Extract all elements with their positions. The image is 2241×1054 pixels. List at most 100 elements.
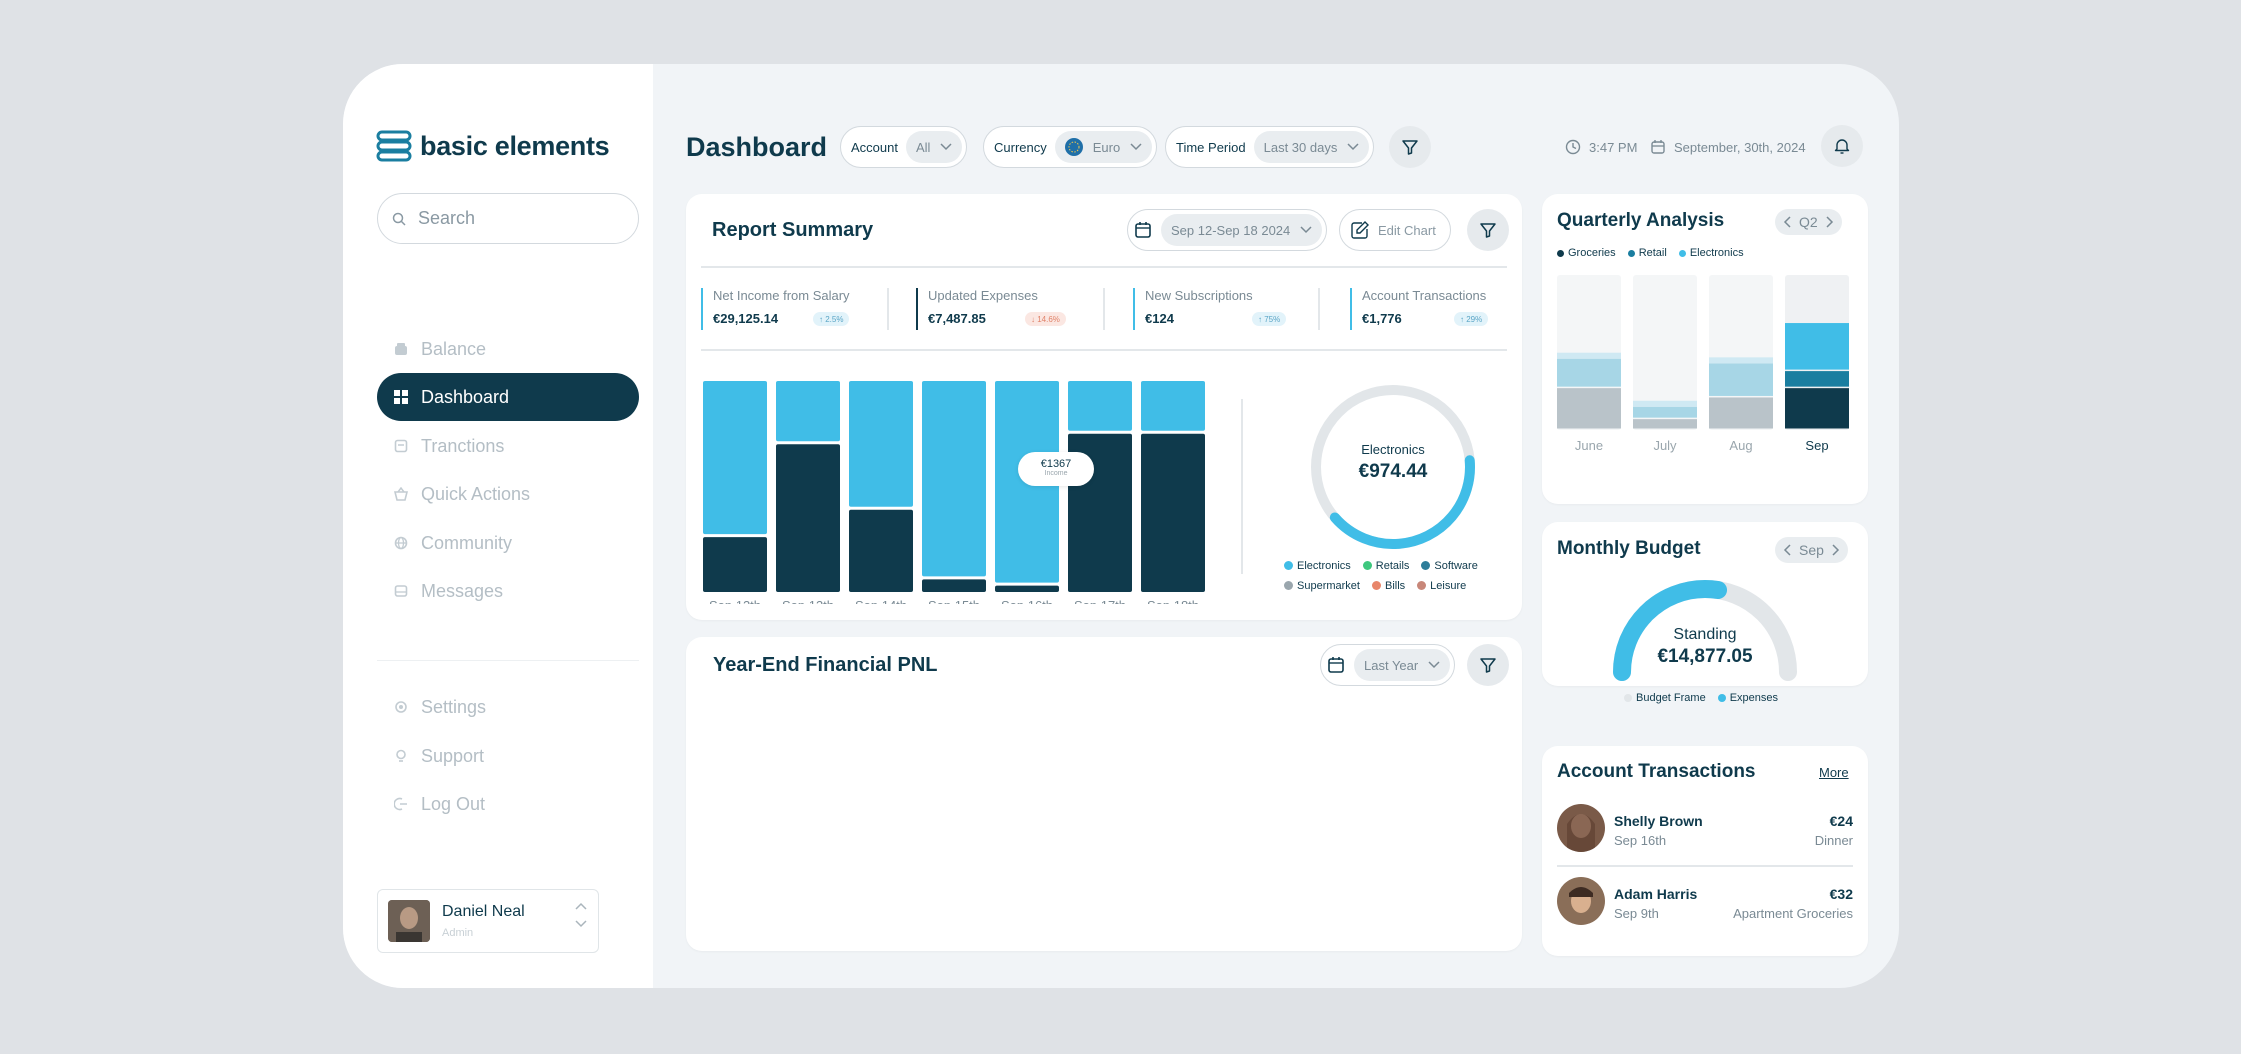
transaction-row[interactable]: Adam Harris Sep 9th €32 Apartment Grocer… <box>1557 877 1853 933</box>
stat-value: €29,125.14 <box>713 311 779 326</box>
edit-icon <box>1351 221 1369 239</box>
page-title: Dashboard <box>686 132 828 162</box>
current-time: 3:47 PM <box>1565 139 1637 155</box>
logout-icon <box>393 796 409 812</box>
time-period-filter[interactable]: Time Period Last 30 days <box>1165 126 1375 168</box>
bar-segment-extra <box>1557 352 1621 359</box>
report-filter-button[interactable] <box>1467 209 1509 251</box>
more-link[interactable]: More <box>1819 765 1849 780</box>
budget-center: Standing €14,877.05 <box>1640 626 1770 668</box>
bar-segment-dark <box>922 579 986 592</box>
sidebar-item-label: Tranctions <box>421 435 505 456</box>
sidebar-item-balance[interactable]: Balance <box>377 325 639 373</box>
account-transactions-card <box>1542 746 1868 956</box>
search-input[interactable] <box>418 208 618 229</box>
sidebar-item-label: Balance <box>421 338 487 359</box>
notifications-button[interactable] <box>1821 125 1863 167</box>
legend-text: Supermarket <box>1297 580 1360 592</box>
search-box[interactable] <box>377 193 639 244</box>
legend-software: Software <box>1421 560 1478 572</box>
chevron-right-icon[interactable] <box>1832 544 1840 556</box>
stat-label: New Subscriptions <box>1145 288 1253 303</box>
period-value-text: Last 30 days <box>1263 139 1338 155</box>
currency-filter[interactable]: Currency Euro <box>983 126 1158 168</box>
gear-icon <box>393 699 409 715</box>
stat-subscriptions: New Subscriptions €124 ↑ 75% <box>1133 288 1287 330</box>
transaction-date: Sep 16th <box>1614 833 1667 848</box>
calendar-icon <box>1328 657 1344 673</box>
bar-segment <box>1557 358 1621 387</box>
stat-separator <box>1318 288 1320 330</box>
legend-text: Retail <box>1638 247 1667 259</box>
legend-text: Leisure <box>1430 580 1467 592</box>
legend-dot <box>1371 581 1381 590</box>
globe-icon <box>393 535 409 551</box>
report-divider-bottom <box>701 349 1507 351</box>
legend-dot <box>1624 694 1632 702</box>
stat-label: Updated Expenses <box>928 288 1038 303</box>
weekly-bar-chart: Sep 12th Sep 13th Sep 14th Sep 15th Sep 16th… <box>703 381 1205 604</box>
sidebar-item-dashboard[interactable]: Dashboard <box>377 373 639 421</box>
tooltip-label: Income <box>1044 470 1068 477</box>
stat-separator <box>1103 288 1105 330</box>
chevron-up-icon <box>575 902 587 910</box>
logo-icon <box>376 130 412 162</box>
bar-segment-light <box>1141 381 1205 431</box>
sidebar-item-messages[interactable]: Messages <box>377 567 639 615</box>
legend-text: Software <box>1434 560 1478 572</box>
account-filter-label: Account <box>851 139 898 155</box>
currency-filter-value[interactable]: Euro <box>1054 131 1153 163</box>
user-card[interactable]: Daniel Neal Admin <box>377 889 599 953</box>
sidebar-item-quick-actions[interactable]: Quick Actions <box>377 470 639 518</box>
edit-chart-button[interactable]: Edit Chart <box>1339 209 1451 251</box>
sidebar-item-support[interactable]: Support <box>377 732 639 780</box>
eu-flag-icon <box>1064 138 1083 156</box>
sidebar-item-logout[interactable]: Log Out <box>377 780 639 828</box>
account-filter-value[interactable]: All <box>905 131 963 163</box>
transaction-divider <box>1557 865 1853 867</box>
pnl-filter-button[interactable] <box>1467 644 1509 686</box>
legend-dot <box>1557 250 1564 257</box>
sidebar-item-settings[interactable]: Settings <box>377 683 639 731</box>
budget-gauge <box>1613 580 1797 681</box>
chevron-left-icon[interactable] <box>1783 216 1791 228</box>
pnl-card <box>686 637 1522 951</box>
sidebar-item-label: Settings <box>421 696 487 717</box>
chevron-down-icon <box>575 920 587 928</box>
transaction-amount: €24 <box>1829 813 1853 829</box>
filter-button[interactable] <box>1389 126 1431 168</box>
legend-electronics: Electronics <box>1284 560 1351 572</box>
budget-month-value: Sep <box>1799 542 1824 558</box>
x-tick-label: Sep 12th <box>709 598 761 604</box>
date-range-value: Sep 12-Sep 18 2024 <box>1161 214 1323 246</box>
budget-month-selector[interactable]: Sep <box>1775 537 1848 563</box>
chevron-down-icon <box>940 143 952 151</box>
clock-icon <box>1565 139 1581 155</box>
bar-frame <box>1633 275 1697 430</box>
sidebar-item-transactions[interactable]: Tranctions <box>377 422 639 470</box>
legend-text: Electronics <box>1297 560 1351 572</box>
bar-segment-dark <box>703 537 767 592</box>
basket-icon <box>393 486 409 502</box>
legend-text: Groceries <box>1568 247 1616 259</box>
pnl-period-picker[interactable]: Last Year <box>1320 644 1456 686</box>
date-range-picker[interactable]: Sep 12-Sep 18 2024 <box>1127 209 1328 251</box>
transaction-row[interactable]: Shelly Brown Sep 16th €24 Dinner <box>1557 804 1853 860</box>
quarter-selector[interactable]: Q2 <box>1775 209 1842 235</box>
legend-dot <box>1417 581 1427 590</box>
x-tick-label: Sep 17th <box>1074 598 1126 604</box>
time-period-value[interactable]: Last 30 days <box>1253 131 1370 163</box>
transaction-category: Apartment Groceries <box>1733 906 1853 921</box>
stat-account-transactions: Account Transactions €1,776 ↑ 29% <box>1350 288 1489 330</box>
chevron-right-icon[interactable] <box>1826 216 1834 228</box>
chevron-left-icon[interactable] <box>1783 544 1791 556</box>
stat-value: €7,487.85 <box>928 311 986 326</box>
account-filter[interactable]: Account All <box>840 126 968 168</box>
brand-logo[interactable]: basic elements <box>376 130 610 162</box>
bar-segment <box>1633 406 1697 418</box>
edit-chart-label: Edit Chart <box>1378 222 1436 238</box>
badge-text: 14.6% <box>1037 314 1060 324</box>
user-menu-toggle[interactable] <box>574 902 588 928</box>
sidebar-item-community[interactable]: Community <box>377 519 639 567</box>
inbox-icon <box>393 583 409 599</box>
